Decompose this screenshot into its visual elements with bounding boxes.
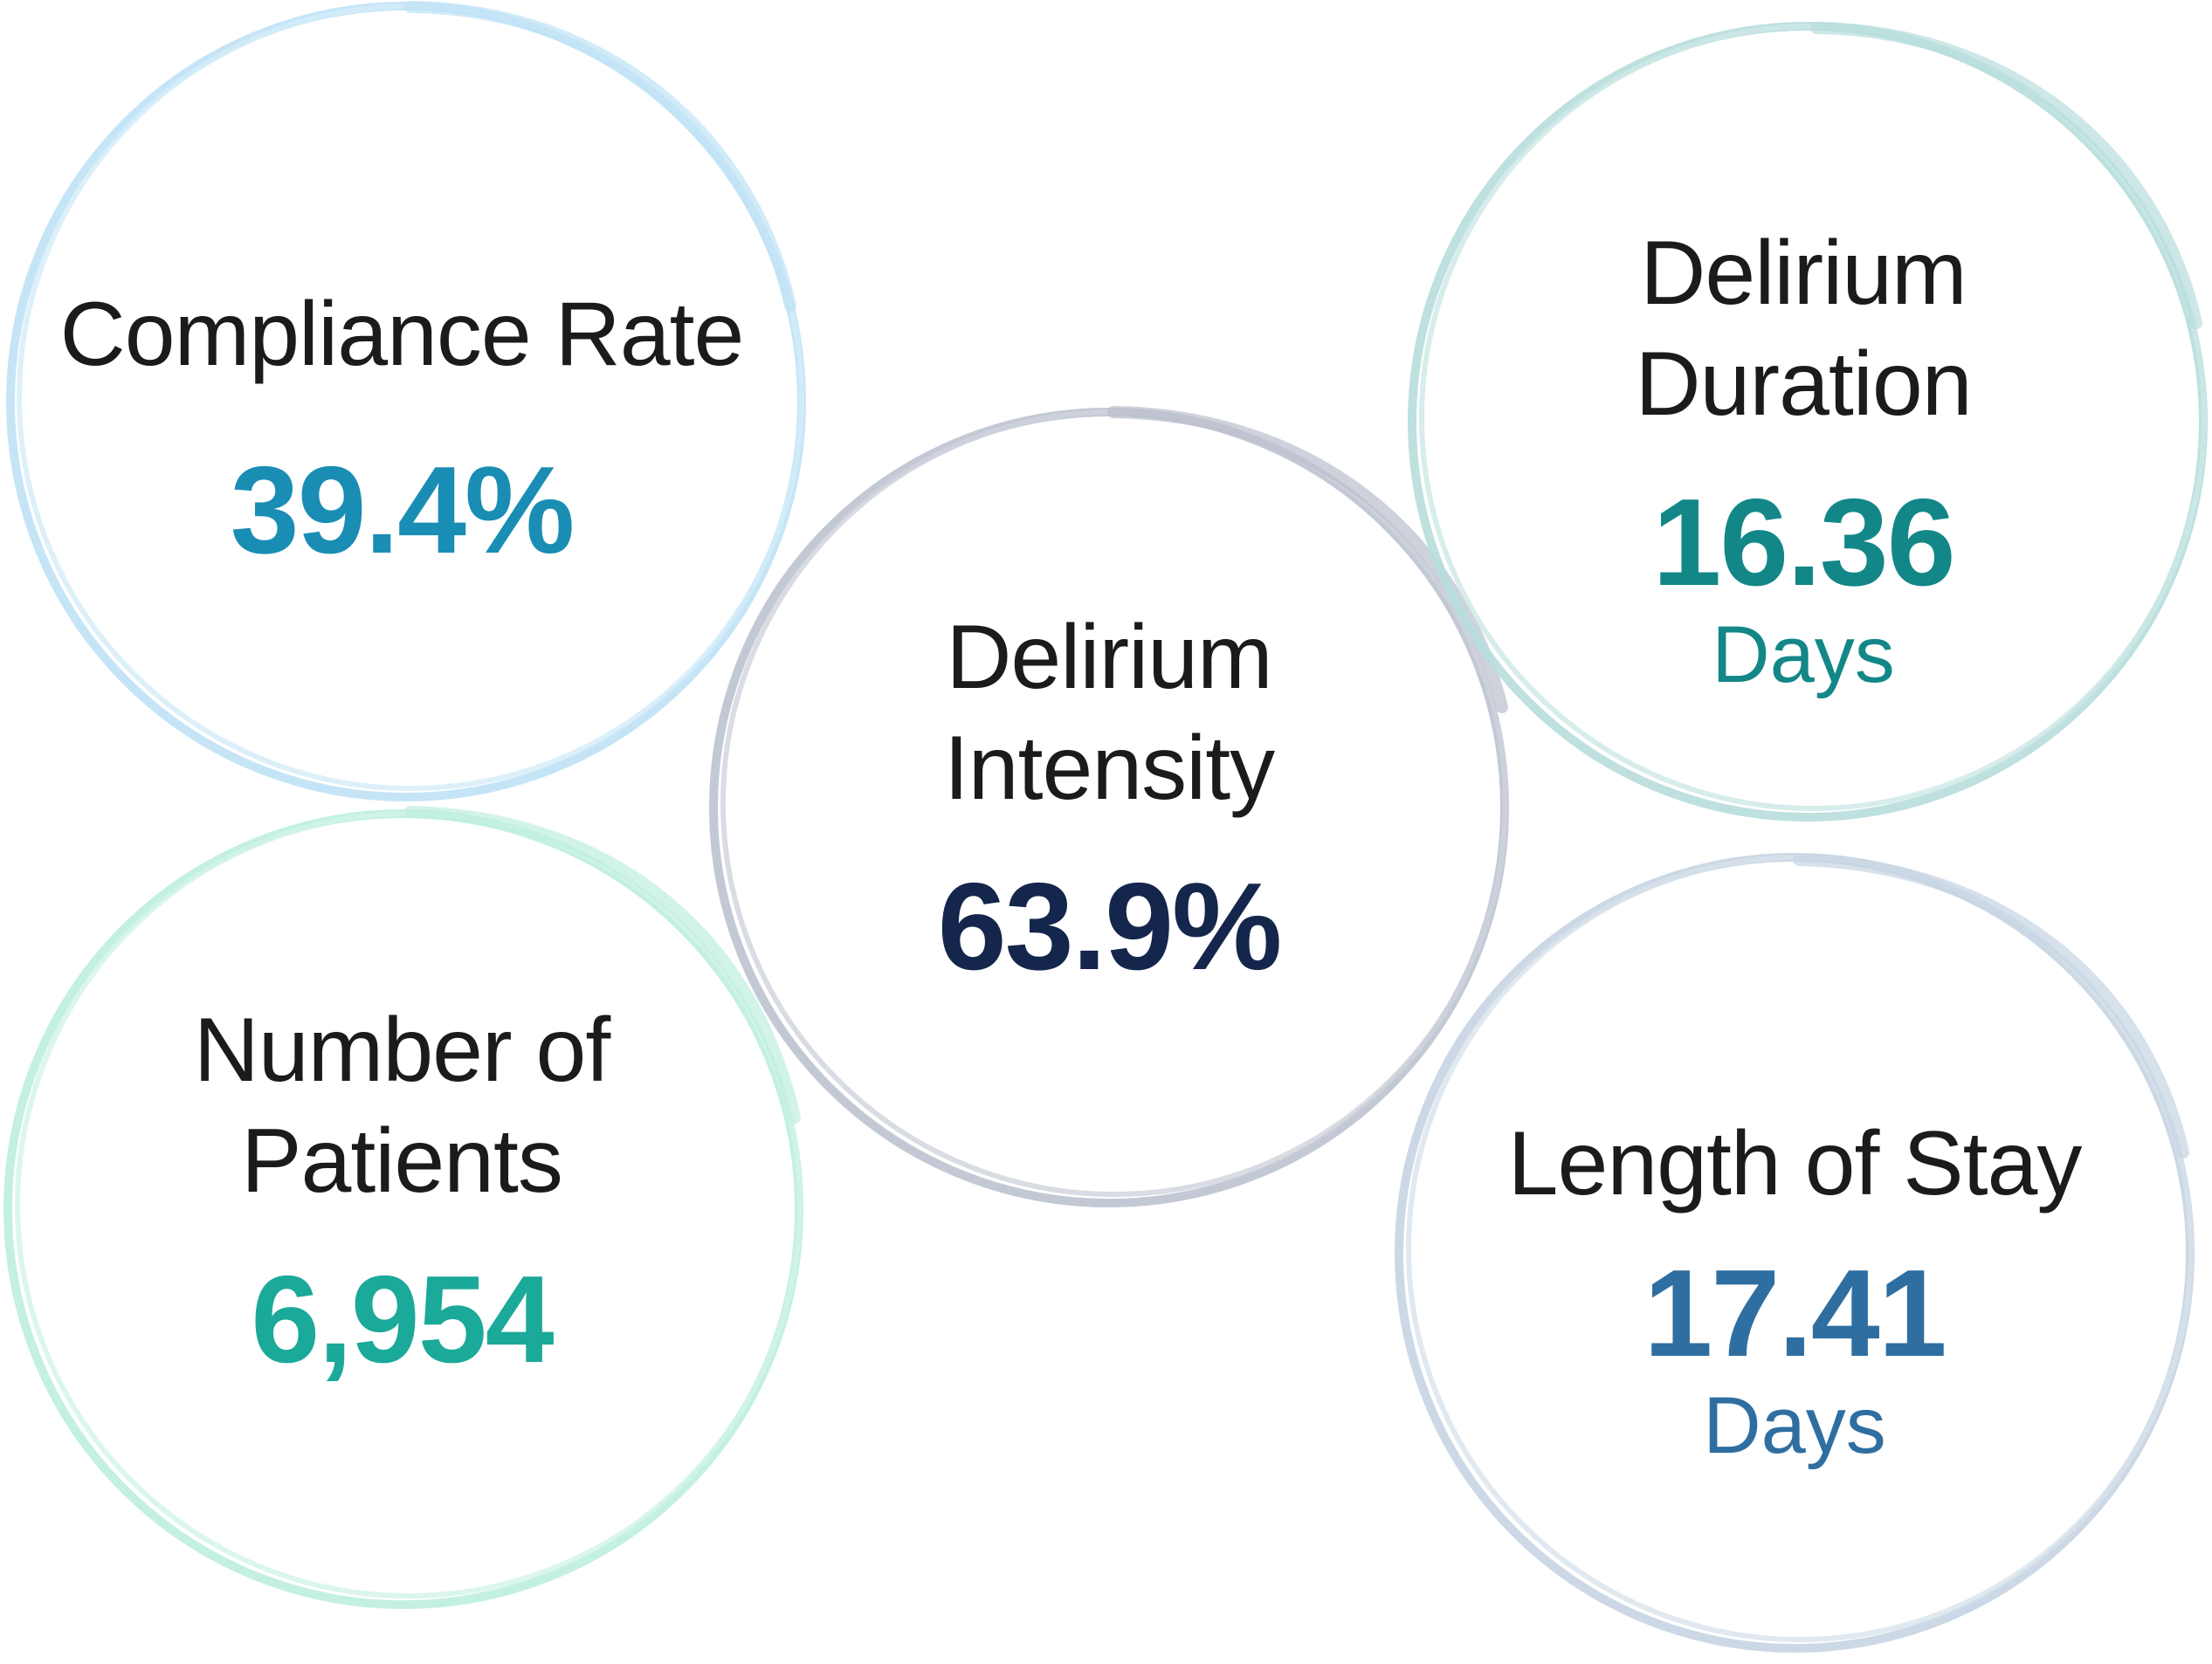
stat-label-line: Number of	[193, 1000, 611, 1101]
number-of-patients-stat: Number of Patients 6,954	[35, 995, 768, 1388]
compliance-rate-stat: Compliance Rate 39.4%	[35, 279, 768, 579]
stat-value: 16.36	[1652, 472, 1955, 612]
length-of-stay-stat: Length of Stay 17.41 Days	[1415, 1109, 2174, 1470]
stat-label: Delirium Duration	[1635, 218, 1972, 440]
stat-label-line: Intensity	[943, 717, 1275, 819]
patients-ring	[3, 806, 803, 1609]
stat-label-line: Delirium	[946, 607, 1272, 708]
stat-label-line: Length of Stay	[1507, 1113, 2083, 1214]
stay-ring	[1395, 853, 2195, 1653]
stat-value: 39.4%	[230, 440, 575, 580]
delirium-duration-stat: Delirium Duration 16.36 Days	[1432, 218, 2174, 699]
duration-ring	[1408, 22, 2208, 822]
stat-value: 6,954	[251, 1249, 554, 1389]
stat-label: Delirium Intensity	[943, 602, 1275, 824]
stat-label-line: Patients	[241, 1110, 563, 1212]
stat-value: 17.41	[1643, 1243, 1947, 1383]
stat-label-line: Compliance Rate	[59, 284, 745, 385]
compliance-ring	[6, 1, 806, 801]
stat-label: Number of Patients	[193, 995, 611, 1217]
stat-label: Compliance Rate	[59, 279, 745, 390]
stat-label-line: Delirium	[1640, 223, 1967, 324]
stat-unit: Days	[1712, 609, 1895, 699]
delirium-intensity-stat: Delirium Intensity 63.9%	[716, 602, 1502, 995]
stat-unit: Days	[1703, 1381, 1886, 1471]
stat-label-line: Duration	[1635, 333, 1972, 435]
stat-value: 63.9%	[937, 856, 1283, 996]
stat-label: Length of Stay	[1507, 1109, 2083, 1220]
